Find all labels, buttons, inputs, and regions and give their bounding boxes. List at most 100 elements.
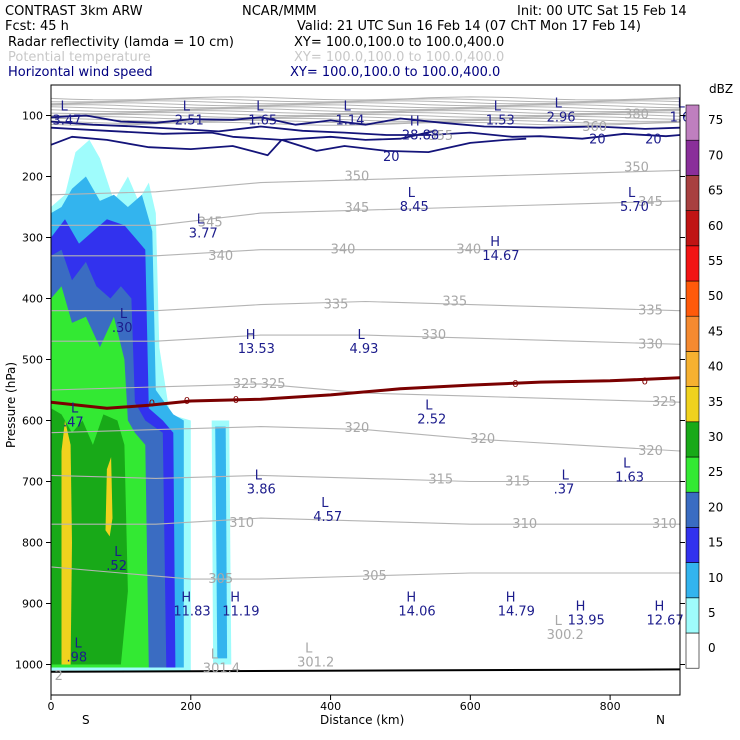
colorbar-swatch: [685, 386, 700, 423]
colorbar-label: 20: [708, 500, 723, 514]
model-title: CONTRAST 3km ARW: [5, 4, 143, 19]
theta-extremum-type: L: [305, 641, 313, 656]
wind-extremum-type: L: [61, 100, 69, 115]
wind-extremum-type: L: [321, 496, 329, 511]
wind-extremum-value: 14.06: [398, 605, 435, 620]
wind-extremum-type: H: [246, 328, 256, 343]
theta-extremum-value: 300.2: [547, 628, 584, 643]
theta-contour-strato: [51, 117, 680, 122]
field-name-theta: Potential temperature: [8, 50, 151, 65]
y-tick-label: 1000: [15, 659, 43, 672]
freezing-level-label: 0: [184, 396, 190, 407]
colorbar-label: 5: [708, 606, 716, 620]
theta-label-330: 330: [421, 328, 446, 343]
wind-extremum-type: L: [344, 100, 352, 115]
y-tick-label: 500: [22, 354, 43, 367]
theta-label-320: 320: [470, 432, 495, 447]
freezing-level-label: 0: [149, 398, 155, 409]
wind-extremum-type: L: [678, 96, 686, 111]
wind-extremum-value: 4.57: [313, 510, 342, 525]
theta-label-345: 345: [638, 195, 663, 210]
theta-contour-strato: [51, 102, 680, 107]
theta-label-305: 305: [362, 569, 387, 584]
wind-extremum-value: 8.45: [400, 200, 429, 215]
echo-10dbz-cell: [215, 426, 228, 659]
wind-extremum-value: .52: [106, 559, 127, 574]
wind-extremum-value: 2.96: [547, 110, 576, 125]
y-axis-label: Pressure (hPa): [4, 362, 18, 448]
theta-extremum-type: L: [211, 648, 219, 663]
colorbar-label: 55: [708, 254, 723, 268]
theta-label-380: 380: [624, 108, 649, 123]
wind-extremum-value: 12.67: [647, 614, 684, 629]
wind-extremum-value: 4.93: [350, 342, 379, 357]
theta-label-325: 325: [233, 377, 258, 392]
wind-extremum-value: .98: [67, 650, 88, 665]
wind-extremum-value: 3.86: [247, 483, 276, 498]
wind-extremum-value: 13.95: [568, 614, 605, 629]
theta-contour-345: [51, 200, 680, 226]
theta-label-335: 335: [442, 295, 467, 310]
colorbar-label: 10: [708, 571, 723, 585]
colorbar-label: 45: [708, 324, 723, 338]
theta-label-315: 315: [428, 473, 453, 488]
wind-extremum-type: L: [425, 398, 433, 413]
colorbar-swatch: [685, 351, 700, 387]
x-tick-label: 800: [600, 700, 621, 713]
colorbar-label: 35: [708, 395, 723, 409]
wind-extremum-value: 1.65: [248, 114, 277, 129]
freezing-level-line: [51, 376, 680, 410]
colorbar-label: 25: [708, 465, 723, 479]
echo-35dbz-col1: [61, 420, 72, 665]
y-tick-label: 700: [22, 476, 43, 489]
wind-extremum-value: .47: [63, 415, 84, 430]
wind-extremum-type: H: [506, 591, 516, 606]
theta-contour-strato: [51, 104, 680, 109]
center-name: NCAR/MMM: [242, 4, 317, 19]
field-xy-reflectivity: XY= 100.0,100.0 to 100.0,400.0: [294, 35, 504, 50]
wind-extremum-type: H: [410, 115, 420, 130]
theta-label-325: 325: [652, 395, 677, 410]
theta-label-320: 320: [638, 444, 663, 459]
colorbar-label: 15: [708, 536, 723, 550]
colorbar-swatch: [685, 491, 700, 528]
colorbar-label: 50: [708, 289, 723, 303]
theta-label-310: 310: [652, 517, 677, 532]
wind-extremum-type: H: [655, 600, 665, 615]
theta-extremum-value: 301.2: [297, 655, 334, 670]
wind-extremum-value: 11.83: [173, 605, 210, 620]
theta-label-345: 345: [198, 215, 223, 230]
theta-contour-330: [51, 334, 680, 345]
wind-extremum-type: L: [255, 469, 263, 484]
colorbar-swatch: [685, 315, 700, 352]
theta-extremum-value: 2: [55, 669, 63, 684]
theta-label-350: 350: [624, 160, 649, 175]
wind-extremum-type: L: [256, 100, 264, 115]
wind-extremum-type: H: [490, 235, 500, 250]
theta-label-340: 340: [208, 249, 233, 264]
init-time: Init: 00 UTC Sat 15 Feb 14: [517, 4, 687, 19]
colorbar-label: 70: [708, 148, 723, 162]
colorbar-swatch: [685, 210, 700, 247]
windspeed-contour: [51, 120, 680, 140]
freezing-level-label: 0: [233, 395, 239, 406]
colorbar-swatch: [685, 562, 700, 599]
wind-extremum-value: .30: [112, 321, 133, 336]
colorbar-label: 75: [708, 113, 723, 127]
theta-label-350: 350: [345, 170, 370, 185]
theta-label-335: 335: [324, 298, 349, 313]
colorbar-swatch: [685, 421, 700, 458]
theta-contour-310: [51, 517, 680, 525]
y-tick-label: 600: [22, 415, 43, 428]
wind-extremum-type: L: [120, 307, 128, 322]
wind-extremum-type: L: [114, 545, 122, 560]
field-name-windspeed: Horizontal wind speed: [8, 65, 153, 80]
wind-extremum-type: L: [494, 100, 502, 115]
x-axis-label: Distance (km): [320, 713, 404, 727]
field-name-reflectivity: Radar reflectivity (lamda = 10 cm): [8, 35, 234, 50]
wind-extremum-value: 1.14: [336, 114, 365, 129]
theta-contour-strato: [51, 98, 680, 103]
colorbar-swatch: [685, 139, 700, 176]
theta-label-345: 345: [345, 201, 370, 216]
